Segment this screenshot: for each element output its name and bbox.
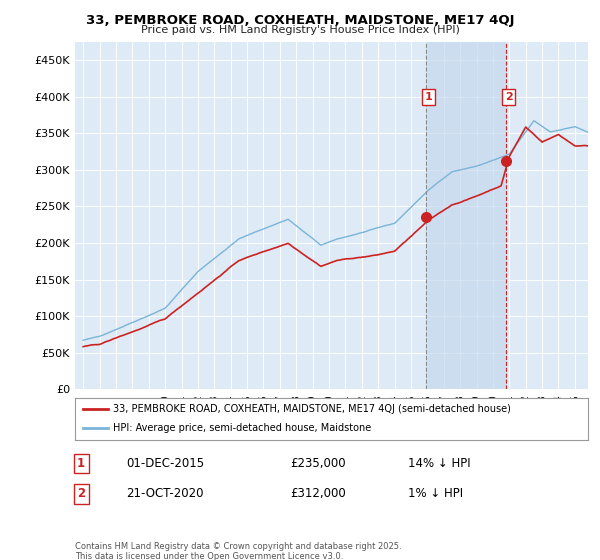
Text: 2: 2 <box>77 487 85 501</box>
Text: 1% ↓ HPI: 1% ↓ HPI <box>409 487 464 501</box>
Bar <box>426 42 506 389</box>
Text: 21-OCT-2020: 21-OCT-2020 <box>127 487 204 501</box>
Text: £312,000: £312,000 <box>290 487 346 501</box>
Text: 14% ↓ HPI: 14% ↓ HPI <box>409 457 471 470</box>
Text: 33, PEMBROKE ROAD, COXHEATH, MAIDSTONE, ME17 4QJ (semi-detached house): 33, PEMBROKE ROAD, COXHEATH, MAIDSTONE, … <box>113 404 511 414</box>
Text: 33, PEMBROKE ROAD, COXHEATH, MAIDSTONE, ME17 4QJ: 33, PEMBROKE ROAD, COXHEATH, MAIDSTONE, … <box>86 14 514 27</box>
Text: Price paid vs. HM Land Registry's House Price Index (HPI): Price paid vs. HM Land Registry's House … <box>140 25 460 35</box>
Text: 2: 2 <box>505 92 512 102</box>
Text: £235,000: £235,000 <box>290 457 346 470</box>
Text: 1: 1 <box>425 92 433 102</box>
Text: Contains HM Land Registry data © Crown copyright and database right 2025.
This d: Contains HM Land Registry data © Crown c… <box>75 542 401 560</box>
Text: 1: 1 <box>77 457 85 470</box>
Text: 01-DEC-2015: 01-DEC-2015 <box>127 457 205 470</box>
Text: HPI: Average price, semi-detached house, Maidstone: HPI: Average price, semi-detached house,… <box>113 423 372 433</box>
